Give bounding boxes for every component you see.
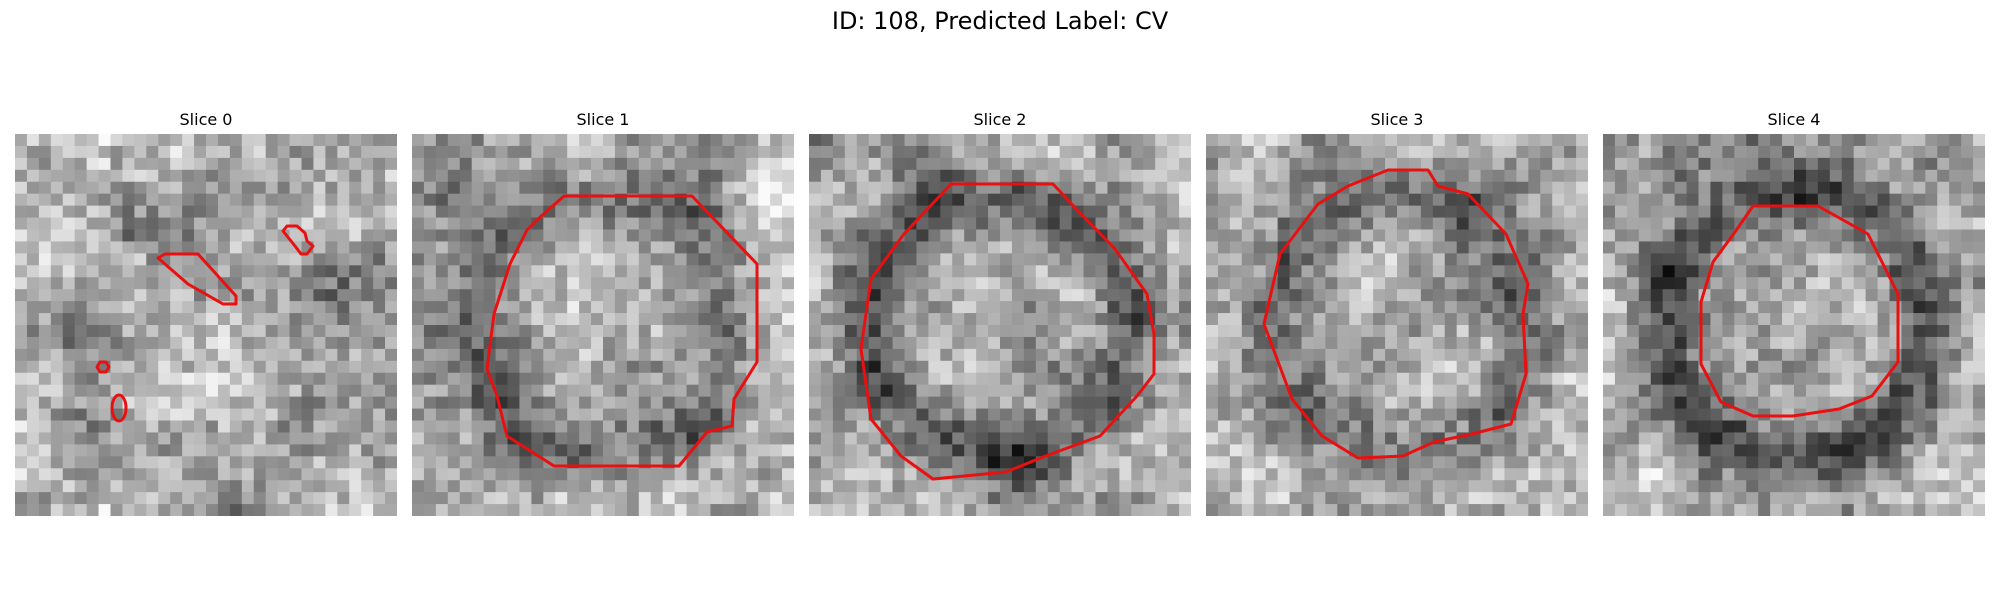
panel-title: Slice 3 [1370,110,1424,129]
segmentation-contour [485,194,759,468]
segmentation-contour [95,224,315,423]
panel-title: Slice 2 [973,110,1027,129]
panel-slice-0: Slice 0 [15,110,397,516]
grayscale-pixel-grid [412,134,794,516]
slice-image [412,134,794,516]
panel-title: Slice 4 [1767,110,1821,129]
segmentation-contour [1699,204,1900,418]
grayscale-pixel-grid [809,134,1191,516]
panel-title: Slice 0 [179,110,233,129]
panel-slice-4: Slice 4 [1603,110,1985,516]
slice-image [15,134,397,516]
segmentation-contour [859,182,1156,481]
slice-image [809,134,1191,516]
panel-slice-3: Slice 3 [1206,110,1588,516]
slice-image [1206,134,1588,516]
segmentation-contour [1262,168,1530,460]
panel-slice-1: Slice 1 [412,110,794,516]
panel-title: Slice 1 [576,110,630,129]
slice-image [1603,134,1985,516]
panel-slice-2: Slice 2 [809,110,1191,516]
grayscale-pixel-grid [15,134,397,516]
grayscale-pixel-grid [1206,134,1588,516]
grayscale-pixel-grid [1603,134,1985,516]
figure-title: ID: 108, Predicted Label: CV [831,7,1169,35]
